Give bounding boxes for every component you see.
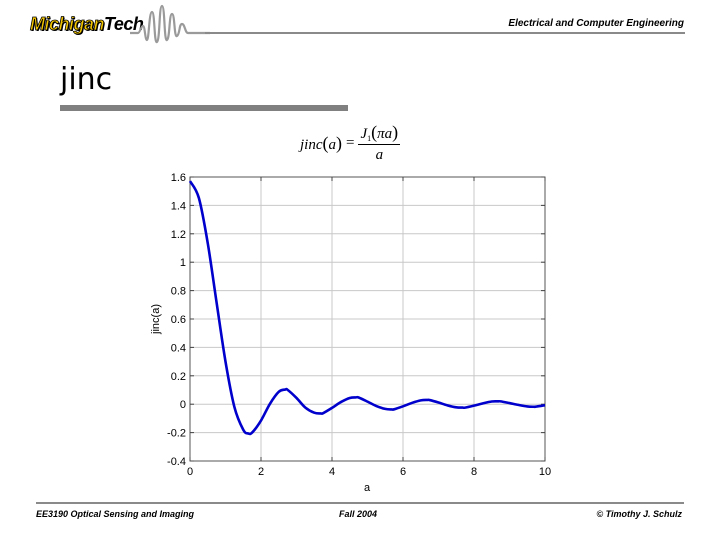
y-tick-label: 0.8 <box>171 286 186 298</box>
footer-term: Fall 2004 <box>339 509 378 519</box>
formula-lhs-arg: a <box>328 136 337 153</box>
y-tick-label: 1.4 <box>171 200 186 212</box>
bessel-arg: πa <box>377 126 393 142</box>
footer-rule <box>36 502 684 504</box>
formula-lhs: jinc(a) <box>300 132 342 153</box>
header-rule <box>205 32 685 34</box>
x-tick-label: 10 <box>539 466 551 478</box>
slide-title: jinc <box>60 62 113 97</box>
x-tick-label: 0 <box>187 466 193 478</box>
jinc-formula: jinc(a) = J1(πa) a <box>300 122 401 164</box>
y-tick-label: 0.6 <box>171 314 186 326</box>
y-tick-label: 1.2 <box>171 229 186 241</box>
title-underline-bar <box>60 105 348 111</box>
y-axis-label: jinc(a) <box>150 304 162 335</box>
logo-michigan-text: Michigan <box>30 14 105 35</box>
tick-labels: 0 2 4 6 8 10 -0.4 -0.2 0 0.2 0.4 0.6 0.8 1 1.2 1.4 1.6 <box>167 172 551 478</box>
bessel-fn: J <box>360 126 368 142</box>
footer-copyright: © Timothy J. Schulz <box>596 509 682 519</box>
waveform-icon <box>130 4 210 44</box>
x-axis-label: a <box>364 482 371 494</box>
formula-fraction: J1(πa) a <box>358 122 401 164</box>
formula-numerator: J1(πa) <box>358 122 401 145</box>
bessel-order: 1 <box>367 134 372 143</box>
jinc-curve <box>188 180 546 436</box>
y-tick-label: 0.2 <box>171 371 186 383</box>
x-tick-label: 4 <box>329 466 335 478</box>
plot-grid <box>189 176 546 462</box>
footer-course: EE3190 Optical Sensing and Imaging <box>36 509 195 519</box>
y-tick-label: 1 <box>180 257 186 269</box>
formula-equals: = <box>346 134 355 151</box>
y-tick-label: 1.6 <box>171 172 186 184</box>
logo-tech-text: Tech <box>104 14 144 34</box>
formula-fn-name: jinc <box>300 136 323 153</box>
y-tick-label: 0 <box>180 399 186 411</box>
x-tick-label: 6 <box>400 466 406 478</box>
x-tick-label: 2 <box>258 466 264 478</box>
y-tick-label: -0.2 <box>167 428 186 440</box>
y-tick-label: 0.4 <box>171 342 186 354</box>
x-tick-label: 8 <box>471 466 477 478</box>
formula-denominator: a <box>375 147 384 163</box>
department-label: Electrical and Computer Engineering <box>508 18 684 29</box>
y-tick-label: -0.4 <box>167 456 186 468</box>
